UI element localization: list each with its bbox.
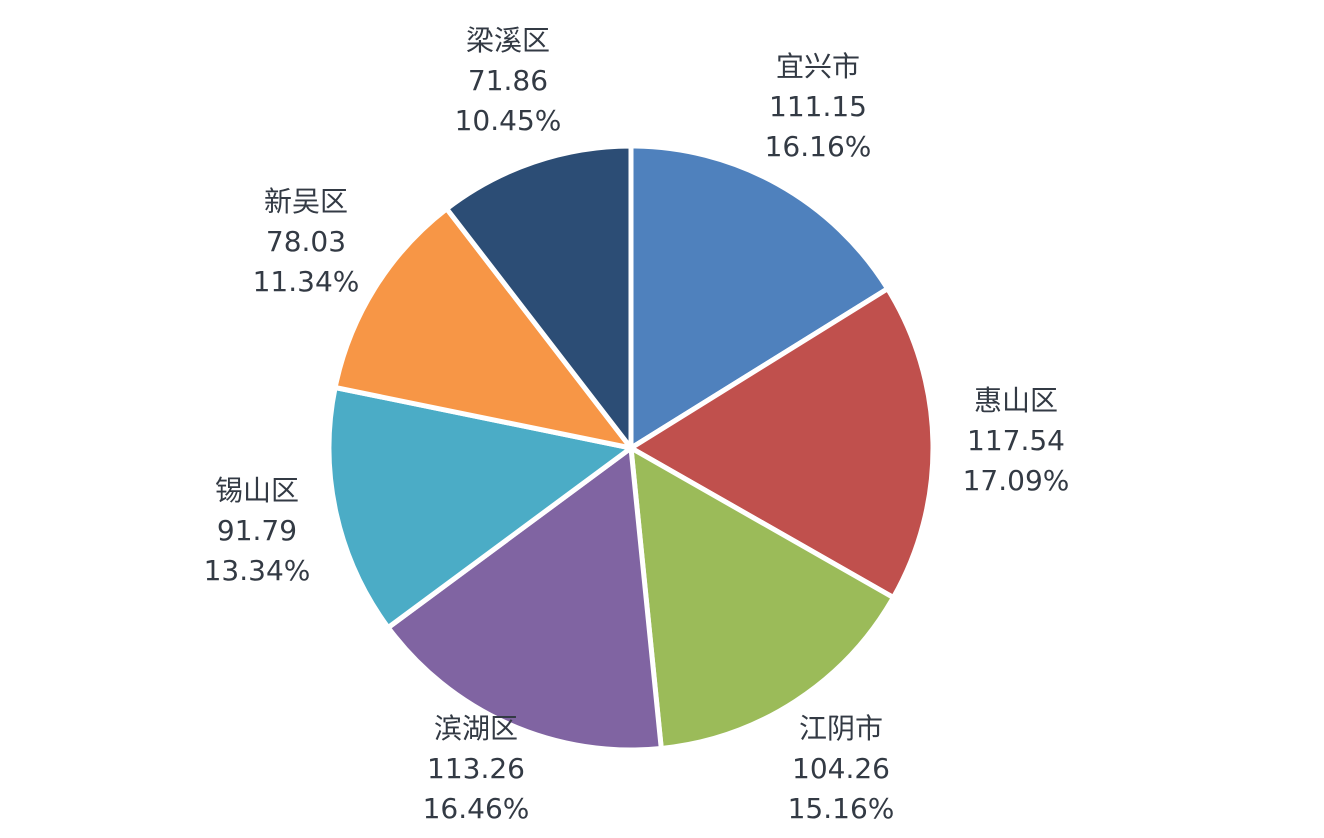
slices-layer (326, 143, 936, 753)
slice-label-2: 惠山区 117.54 17.09% (963, 384, 1070, 497)
pie-slice-3 (628, 445, 896, 751)
slice-name-label: 滨湖区 (434, 712, 518, 745)
slice-name-label: 锡山区 (215, 474, 299, 507)
slice-name-label: 宜兴市 (776, 50, 860, 83)
slice-percent-label: 10.45% (455, 104, 562, 137)
slice-value-label: 91.79 (217, 514, 297, 547)
slice-value-label: 111.15 (769, 90, 867, 123)
slice-label-1: 宜兴市 111.15 16.16% (765, 50, 872, 163)
slice-label-7: 梁溪区 71.86 10.45% (455, 24, 562, 137)
slice-name-label: 梁溪区 (466, 24, 550, 57)
slice-name-label: 新吴区 (264, 185, 348, 218)
slice-percent-label: 17.09% (963, 464, 1070, 497)
pie-slice-1 (628, 143, 891, 451)
slice-value-label: 104.26 (792, 752, 890, 785)
slice-percent-label: 13.34% (204, 554, 311, 587)
pie-slice-7 (444, 143, 634, 451)
slice-value-label: 113.26 (427, 752, 525, 785)
labels-layer: 宜兴市 111.15 16.16% 惠山区 117.54 17.09% 江阴市 104.26 1… (204, 24, 1070, 825)
slice-percent-label: 16.46% (423, 792, 530, 825)
pie-slice-4 (385, 445, 664, 753)
slice-percent-label: 15.16% (788, 792, 895, 825)
slice-name-label: 江阴市 (799, 712, 883, 745)
slice-percent-label: 11.34% (253, 265, 360, 298)
slice-value-label: 78.03 (266, 225, 346, 258)
slice-percent-label: 16.16% (765, 130, 872, 163)
slice-name-label: 惠山区 (974, 384, 1058, 417)
slice-label-6: 新吴区 78.03 11.34% (253, 185, 360, 298)
pie-slice-5 (326, 384, 634, 631)
slice-value-label: 117.54 (967, 424, 1065, 457)
pie-slice-2 (628, 286, 936, 601)
slice-label-3: 江阴市 104.26 15.16% (788, 712, 895, 825)
slice-label-4: 滨湖区 113.26 16.46% (423, 712, 530, 825)
pie-slice-6 (332, 206, 634, 451)
slice-label-5: 锡山区 91.79 13.34% (204, 474, 311, 587)
slice-value-label: 71.86 (468, 64, 548, 97)
